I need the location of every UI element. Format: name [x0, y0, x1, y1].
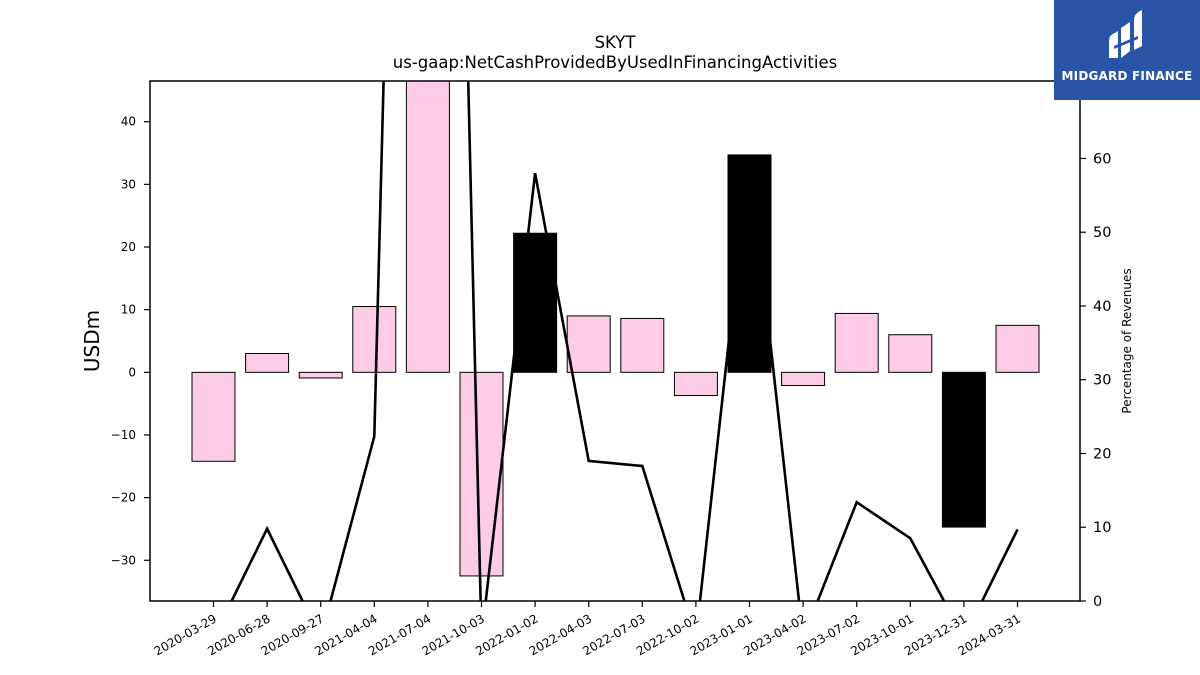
- bar-2021-04-04: [352, 306, 397, 373]
- bar-2022-04-03: [566, 315, 611, 373]
- right-y-tick-label: 40: [1093, 299, 1111, 315]
- bar-2020-03-29: [191, 371, 236, 462]
- left-y-tick-label: 30: [121, 177, 136, 191]
- right-y-tick-label: 30: [1093, 373, 1111, 389]
- bar-2023-04-02: [781, 371, 826, 386]
- bar-2022-10-02: [673, 371, 718, 397]
- plot-frame: [149, 80, 1081, 602]
- left-y-tick-label: −30: [111, 553, 136, 567]
- right-y-tick-label: 20: [1093, 446, 1111, 462]
- left-y-tick-label: 10: [121, 303, 136, 317]
- bar-2024-03-31: [995, 324, 1040, 373]
- left-y-tick-label: −20: [111, 491, 136, 505]
- bar-2023-01-01: [727, 154, 772, 373]
- x-axis: 2020-03-292020-06-282020-09-272021-04-04…: [152, 601, 1023, 658]
- bar-2020-06-28: [245, 353, 290, 373]
- left-y-axis: −30 −20 −10 0 10 20 30 40: [111, 115, 150, 567]
- right-y-tick-label: 50: [1093, 225, 1111, 241]
- bar-2021-10-03: [459, 371, 504, 577]
- bar-2023-12-31: [941, 371, 986, 528]
- logo-text: MIDGARD FINANCE: [1061, 69, 1193, 83]
- line-series: [230, 81, 1019, 601]
- bar-2023-10-01: [888, 334, 933, 373]
- bar-2023-07-02: [834, 312, 879, 373]
- bar-2021-07-04: [405, 81, 450, 373]
- percentage-line: [230, 81, 1019, 601]
- left-y-tick-label: 0: [128, 365, 136, 379]
- right-y-tick-label: 60: [1093, 151, 1111, 167]
- left-y-tick-label: −10: [111, 428, 136, 442]
- right-y-tick-label: 10: [1093, 520, 1111, 536]
- midgard-logo-icon: [1109, 10, 1142, 58]
- left-y-axis-label: USDm: [80, 310, 104, 372]
- bar-2020-09-27: [298, 371, 343, 379]
- left-y-tick-label: 20: [121, 240, 136, 254]
- right-y-axis-label: Percentage of Revenues: [1120, 268, 1134, 413]
- bar-series: [191, 81, 1040, 577]
- chart-subtitle: us-gaap:NetCashProvidedByUsedInFinancing…: [393, 53, 837, 72]
- right-y-tick-label: 0: [1093, 594, 1102, 610]
- chart-title: SKYT: [595, 33, 637, 52]
- brand-logo: MIDGARD FINANCE: [1054, 0, 1200, 100]
- left-y-tick-label: 40: [121, 115, 136, 129]
- bar-2022-07-03: [620, 317, 665, 373]
- right-y-axis: 010203040506070: [1080, 78, 1111, 610]
